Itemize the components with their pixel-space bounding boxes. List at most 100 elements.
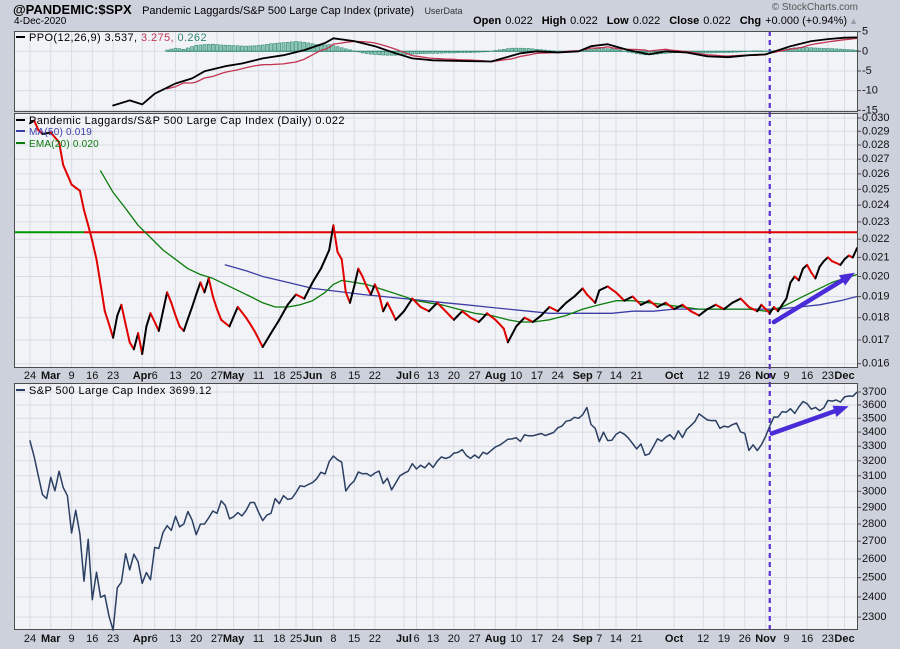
- svg-text:16: 16: [801, 370, 813, 382]
- svg-text:25: 25: [290, 633, 302, 645]
- svg-text:11: 11: [253, 370, 264, 382]
- svg-text:Nov: Nov: [755, 370, 777, 382]
- svg-text:Nov: Nov: [755, 633, 777, 645]
- svg-text:0.022: 0.022: [862, 233, 890, 245]
- low-value: 0.022: [632, 15, 661, 27]
- svg-text:0.023: 0.023: [862, 216, 890, 228]
- svg-text:17: 17: [531, 370, 543, 382]
- svg-text:7: 7: [596, 370, 602, 382]
- spx-price-line: [29, 391, 858, 631]
- ratio-legend-label: Pandemic Laggards/S&P 500 Large Cap Inde…: [29, 115, 345, 127]
- svg-text:27: 27: [469, 633, 481, 645]
- ma50-legend-row: MA(50) 0.019: [16, 127, 345, 139]
- svg-text:Jun: Jun: [303, 633, 323, 645]
- svg-text:27: 27: [211, 370, 223, 382]
- svg-text:10: 10: [510, 633, 522, 645]
- svg-text:24: 24: [24, 633, 36, 645]
- svg-text:3000: 3000: [862, 485, 886, 497]
- svg-text:0.028: 0.028: [862, 139, 890, 151]
- up-triangle-icon: ▲: [849, 16, 858, 26]
- svg-text:9: 9: [69, 370, 75, 382]
- svg-text:27: 27: [211, 633, 223, 645]
- ppo-signal-value: 3.275,: [140, 32, 174, 44]
- svg-text:20: 20: [190, 633, 202, 645]
- chart-header: @PANDEMIC:$SPX Pandemic Laggards/S&P 500…: [13, 1, 462, 19]
- svg-text:0.026: 0.026: [862, 168, 890, 180]
- svg-text:15: 15: [348, 633, 360, 645]
- svg-text:0.030: 0.030: [862, 112, 890, 124]
- svg-text:19: 19: [718, 633, 730, 645]
- svg-text:2400: 2400: [862, 591, 886, 603]
- chart-title: Pandemic Laggards/S&P 500 Large Cap Inde…: [142, 5, 414, 17]
- svg-text:-5: -5: [862, 65, 872, 77]
- svg-text:May: May: [223, 370, 245, 382]
- svg-text:20: 20: [448, 370, 460, 382]
- svg-text:13: 13: [169, 370, 181, 382]
- svg-text:0.024: 0.024: [862, 199, 890, 211]
- svg-text:Oct: Oct: [665, 633, 684, 645]
- svg-text:13: 13: [427, 633, 439, 645]
- svg-text:13: 13: [169, 633, 181, 645]
- open-value: 0.022: [505, 15, 533, 27]
- svg-text:16: 16: [86, 633, 98, 645]
- ohlc-quote-bar: Open 0.022 High 0.022 Low 0.022 Close 0.022 Chg +…: [473, 15, 858, 27]
- svg-text:Apr: Apr: [133, 370, 153, 382]
- ratio-up-arrow: [771, 272, 855, 325]
- ema20-swatch-icon: [16, 142, 25, 144]
- open-label: Open: [473, 15, 502, 27]
- ma50-legend-label: MA(50) 0.019: [29, 127, 92, 138]
- spx-up-arrow: [769, 405, 849, 436]
- svg-text:11: 11: [253, 633, 264, 645]
- ema20-legend-label: EMA(20) 0.020: [29, 139, 99, 150]
- svg-text:2700: 2700: [862, 535, 886, 547]
- svg-text:23: 23: [107, 633, 119, 645]
- svg-text:3700: 3700: [862, 386, 886, 398]
- ppo-histogram: [165, 41, 859, 56]
- svg-text:27: 27: [469, 370, 481, 382]
- svg-text:Jun: Jun: [303, 370, 323, 382]
- svg-text:22: 22: [369, 633, 381, 645]
- svg-text:24: 24: [24, 370, 36, 382]
- svg-text:26: 26: [739, 633, 751, 645]
- high-label: High: [541, 15, 567, 27]
- data-source-tag: UserData: [424, 6, 463, 16]
- ticker-symbol: @PANDEMIC:$SPX: [13, 2, 132, 17]
- svg-text:Dec: Dec: [834, 370, 854, 382]
- svg-text:14: 14: [610, 633, 622, 645]
- svg-text:21: 21: [631, 633, 643, 645]
- svg-text:12: 12: [697, 370, 709, 382]
- panel-borders: [14, 31, 858, 630]
- svg-text:16: 16: [801, 633, 813, 645]
- svg-text:6: 6: [413, 633, 419, 645]
- svg-text:18: 18: [273, 633, 285, 645]
- spx-legend-label: S&P 500 Large Cap Index 3699.12: [29, 385, 212, 397]
- svg-text:20: 20: [448, 633, 460, 645]
- ppo-line-swatch-icon: [16, 36, 25, 38]
- ppo-histogram-value: 0.262: [177, 32, 207, 44]
- ratio-line-swatch-icon: [16, 119, 25, 121]
- copyright-label: © StockCharts.com: [771, 2, 858, 13]
- svg-text:23: 23: [822, 633, 834, 645]
- svg-text:Mar: Mar: [41, 633, 61, 645]
- main-panel-legend: Pandemic Laggards/S&P 500 Large Cap Inde…: [16, 115, 345, 151]
- svg-text:8: 8: [330, 370, 336, 382]
- svg-text:0.018: 0.018: [862, 312, 890, 324]
- svg-text:Aug: Aug: [485, 633, 506, 645]
- svg-text:14: 14: [610, 370, 622, 382]
- svg-text:Aug: Aug: [485, 370, 506, 382]
- svg-text:15: 15: [348, 370, 360, 382]
- svg-text:3600: 3600: [862, 399, 886, 411]
- gridlines: [14, 31, 858, 630]
- svg-text:6: 6: [152, 633, 158, 645]
- svg-text:Apr: Apr: [133, 633, 153, 645]
- svg-text:Sep: Sep: [573, 633, 593, 645]
- svg-text:19: 19: [718, 370, 730, 382]
- svg-text:24: 24: [552, 633, 564, 645]
- svg-text:0.019: 0.019: [862, 291, 890, 303]
- x-axis-labels: 24 Mar 9 16 23 Apr 6 13 20 27 May 11 18 25 Jun 8 15 22 Jul…: [24, 370, 855, 645]
- svg-text:13: 13: [427, 370, 439, 382]
- close-value: 0.022: [703, 15, 731, 27]
- svg-text:9: 9: [783, 370, 789, 382]
- ma50-swatch-icon: [16, 130, 25, 132]
